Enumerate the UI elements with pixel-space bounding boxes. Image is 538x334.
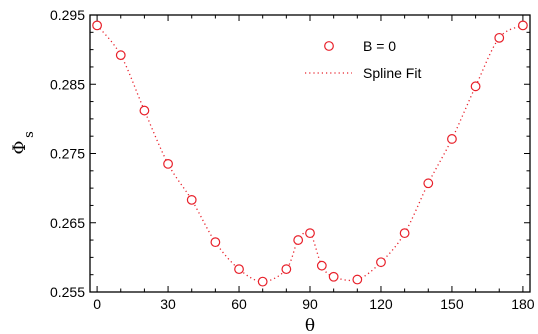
x-tick-label: 60 [231,296,247,312]
y-tick-label: 0.295 [50,7,85,23]
y-axis-label-subscript: s [22,131,37,138]
data-point [494,32,505,43]
y-tick-label: 0.275 [50,146,85,162]
data-point [305,228,315,239]
data-points [92,20,528,287]
y-axis-label-main: Φ [10,141,30,155]
data-point [352,274,363,285]
x-tick-label: 90 [302,296,318,312]
data-point [376,257,386,268]
tick-labels: 0 30 60 90 120 150 180 0.255 0.265 0.275 0.285 0.29… [50,7,535,312]
y-tick-label: 0.255 [50,284,85,300]
data-point [328,271,339,282]
x-tick-label: 120 [369,296,393,312]
plot-frame [89,14,531,293]
legend-label-spline: Spline Fit [363,65,421,81]
data-point [423,178,434,189]
x-tick-label: 0 [93,296,101,312]
legend: B = 0 Spline Fit [305,38,421,81]
data-point [281,264,292,275]
x-tick-label: 30 [160,296,176,312]
tick-layer [90,14,530,293]
data-point [115,50,126,61]
data-point [316,260,327,271]
data-point [470,81,481,92]
x-tick-label: 150 [440,296,464,312]
y-axis-label: Φ s [10,131,37,154]
data-point [186,194,197,205]
legend-label-b0: B = 0 [363,38,396,54]
x-tick-label: 180 [511,296,535,312]
x-axis-label: θ [305,316,315,334]
y-tick-label: 0.285 [50,76,85,92]
y-tick-label: 0.265 [50,215,85,231]
data-point [447,134,457,144]
data-point [139,105,150,116]
data-point [163,158,173,169]
data-point [210,237,221,248]
data-point [293,235,304,245]
data-point [92,20,102,31]
data-point [257,276,268,287]
spline-fit-line [96,24,524,283]
legend-marker-b0 [324,41,334,51]
data-point [234,264,244,275]
data-point [399,228,410,239]
data-point [518,20,528,31]
